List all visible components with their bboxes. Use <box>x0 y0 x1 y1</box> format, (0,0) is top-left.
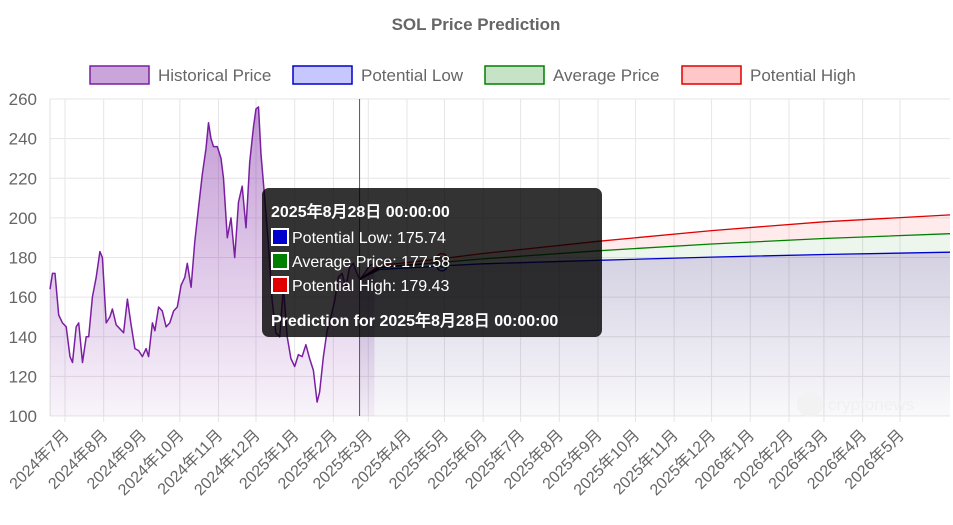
tooltip-label-high: Potential High: 179.43 <box>292 278 450 295</box>
y-tick-label: 240 <box>9 130 37 149</box>
legend-swatch <box>681 65 742 85</box>
legend-swatch <box>292 65 353 85</box>
average-band <box>359 233 951 280</box>
tooltip-row-high: Potential High: 179.43 <box>271 276 449 296</box>
x-axis: 2024年7月2024年8月2024年9月2024年10月2024年11月202… <box>6 426 908 499</box>
tooltip-title: 2025年8月28日 00:00:00 <box>271 204 450 221</box>
y-tick-label: 200 <box>9 209 37 228</box>
y-axis: 100 120 140 160 180 200 220 240 260 <box>9 90 37 426</box>
historical-line <box>49 106 375 403</box>
tooltip-swatch-average <box>271 252 289 270</box>
tooltip-swatch-low <box>271 228 289 246</box>
legend-label: Potential Low <box>361 66 464 85</box>
tooltip-row-low: Potential Low: 175.74 <box>271 228 446 248</box>
tooltip: 2025年8月28日 00:00:00 Potential Low: 175.7… <box>262 188 602 337</box>
y-tick-label: 260 <box>9 90 37 109</box>
y-tick-label: 220 <box>9 169 37 188</box>
y-tick-label: 160 <box>9 288 37 307</box>
legend-label: Historical Price <box>158 66 271 85</box>
historical-area <box>50 106 375 417</box>
y-tick-label: 100 <box>9 407 37 426</box>
tooltip-swatch-high <box>271 276 289 294</box>
cryptonews-logo-icon <box>797 391 823 417</box>
tooltip-label-average: Average Price: 177.58 <box>292 254 451 271</box>
tooltip-row-average: Average Price: 177.58 <box>271 252 450 272</box>
watermark: cryptonews <box>797 391 914 417</box>
legend-swatch <box>484 65 545 85</box>
chart-title: SOL Price Prediction <box>392 15 561 34</box>
legend-label: Average Price <box>553 66 659 85</box>
watermark-text: cryptonews <box>828 395 914 414</box>
legend: Historical Price Potential Low Average Pri… <box>89 65 856 85</box>
tooltip-footer: Prediction for 2025年8月28日 00:00:00 <box>271 313 559 330</box>
y-tick-label: 140 <box>9 328 37 347</box>
y-tick-label: 120 <box>9 367 37 386</box>
legend-swatch <box>89 65 150 85</box>
tooltip-label-low: Potential Low: 175.74 <box>292 230 446 247</box>
legend-label: Potential High <box>750 66 856 85</box>
y-tick-label: 180 <box>9 249 37 268</box>
